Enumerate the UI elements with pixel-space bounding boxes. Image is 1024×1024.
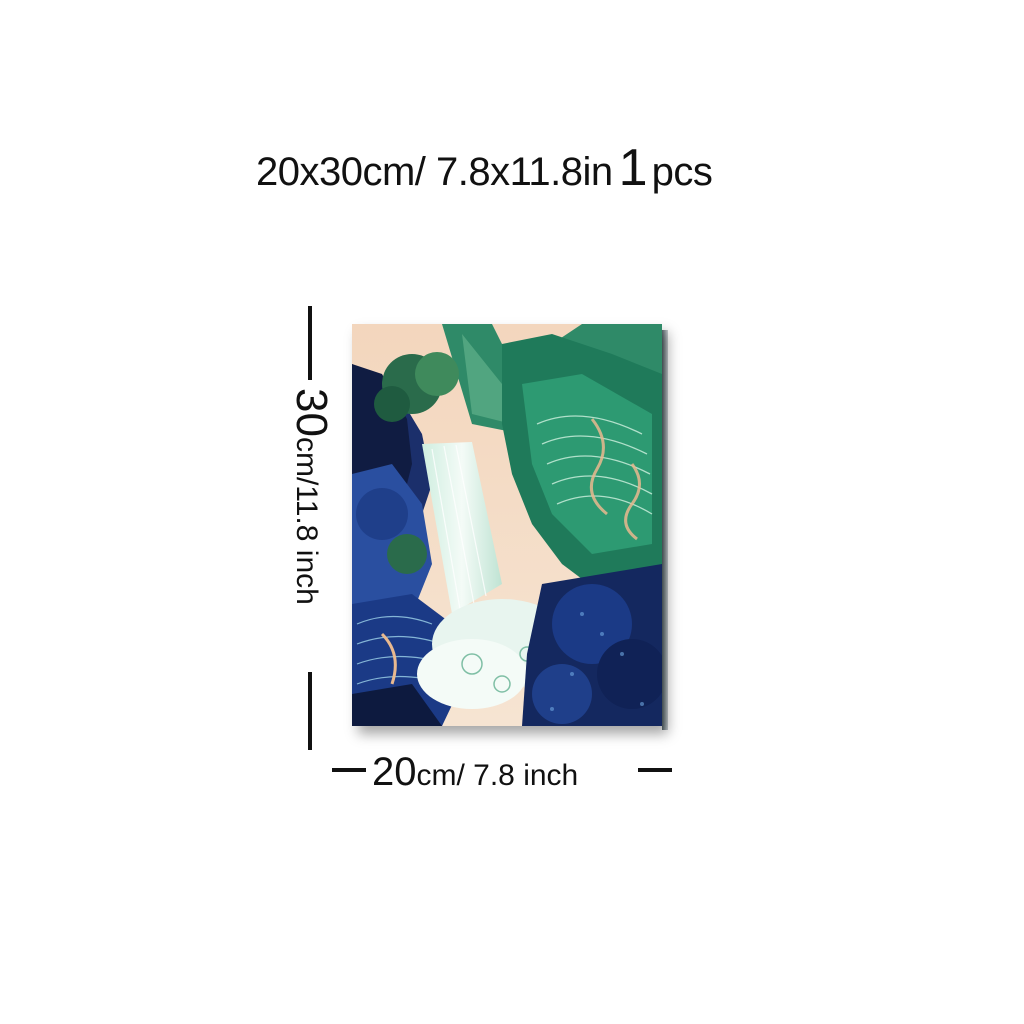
height-value: 30 bbox=[287, 388, 336, 437]
artwork-canvas bbox=[352, 324, 662, 726]
canvas-side-edge bbox=[662, 330, 668, 730]
width-label: 20 cm/ 7.8 inch bbox=[372, 750, 578, 795]
size-headline: 20x30cm/ 7.8x11.8in 1 pcs bbox=[256, 138, 713, 197]
height-label: 30 cm/11.8 inch bbox=[286, 388, 336, 605]
size-text: 20x30cm/ 7.8x11.8in bbox=[256, 150, 613, 194]
width-line-left bbox=[332, 768, 366, 772]
waterfall-painting bbox=[352, 324, 662, 726]
width-line-right bbox=[638, 768, 672, 772]
width-unit: cm/ 7.8 inch bbox=[416, 759, 579, 792]
width-value: 20 bbox=[372, 750, 417, 794]
height-unit: cm/11.8 inch bbox=[290, 436, 323, 605]
quantity-number: 1 bbox=[618, 139, 648, 197]
height-line-top bbox=[308, 306, 312, 380]
quantity-unit: pcs bbox=[651, 150, 713, 194]
height-line-bottom bbox=[308, 672, 312, 750]
